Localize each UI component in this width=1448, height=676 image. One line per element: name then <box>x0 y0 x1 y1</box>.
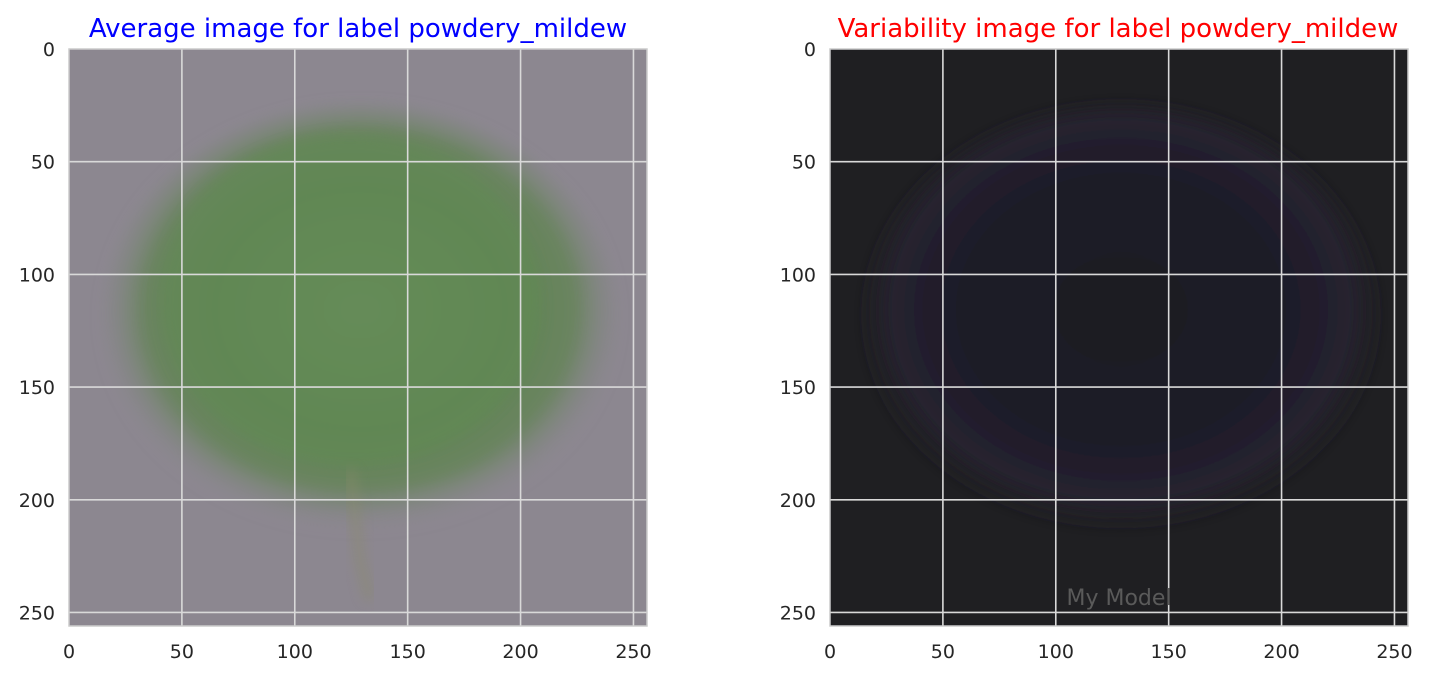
x-tick-label: 150 <box>390 641 426 663</box>
y-tick-label: 50 <box>792 152 816 174</box>
y-tick-label: 200 <box>19 490 55 512</box>
y-tick-label: 0 <box>43 39 55 61</box>
gridlines-average <box>69 49 647 626</box>
watermark-annotation: My Model <box>1066 586 1171 611</box>
x-tick-label: 250 <box>615 641 651 663</box>
chart-title-variability: Variability image for label powdery_mild… <box>838 14 1399 44</box>
x-tick-label: 100 <box>277 641 313 663</box>
x-tick-label: 50 <box>170 641 194 663</box>
y-tick-label: 0 <box>804 39 816 61</box>
x-tick-label: 150 <box>1151 641 1187 663</box>
axes-frame-variability <box>829 48 1409 627</box>
axes-frame-average <box>68 48 648 627</box>
y-tick-label: 250 <box>780 602 816 624</box>
y-tick-label: 150 <box>780 377 816 399</box>
x-tick-label: 250 <box>1376 641 1412 663</box>
y-tick-label: 50 <box>31 152 55 174</box>
image-average <box>69 49 647 626</box>
x-tick-label: 0 <box>824 641 836 663</box>
y-tick-label: 150 <box>19 377 55 399</box>
y-tick-label: 100 <box>19 264 55 286</box>
x-tick-labels-average: 0 50 100 150 200 250 <box>63 641 652 663</box>
image-variability <box>830 49 1408 626</box>
y-tick-label: 200 <box>780 490 816 512</box>
y-tick-label: 250 <box>19 602 55 624</box>
leaf-core-average <box>160 135 540 465</box>
y-tick-labels-average: 0 50 100 150 200 250 <box>19 39 55 624</box>
x-tick-label: 200 <box>1263 641 1299 663</box>
panel-average: Average image for label powdery_mildew 0… <box>19 14 652 663</box>
gridlines-variability <box>830 49 1408 626</box>
x-tick-label: 200 <box>502 641 538 663</box>
x-tick-label: 0 <box>63 641 75 663</box>
y-tick-label: 100 <box>780 264 816 286</box>
x-tick-labels-variability: 0 50 100 150 200 250 <box>824 641 1413 663</box>
panel-variability: Variability image for label powdery_mild… <box>780 14 1413 663</box>
leaf-shape-variability <box>863 104 1379 532</box>
chart-title-average: Average image for label powdery_mildew <box>89 14 627 44</box>
x-tick-label: 50 <box>931 641 955 663</box>
y-tick-labels-variability: 0 50 100 150 200 250 <box>780 39 816 624</box>
x-tick-label: 100 <box>1038 641 1074 663</box>
